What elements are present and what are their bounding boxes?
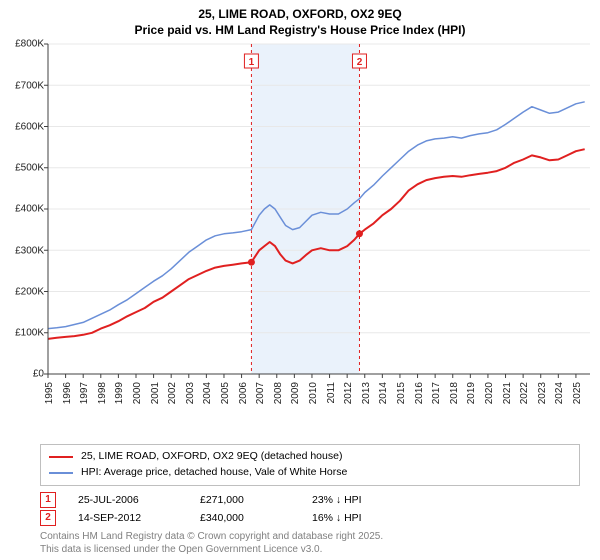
x-axis-tick-label: 1998	[97, 382, 108, 404]
sale-diff: 16% ↓ HPI	[312, 512, 412, 524]
legend: 25, LIME ROAD, OXFORD, OX2 9EQ (detached…	[40, 444, 580, 486]
x-axis-tick-label: 2020	[484, 382, 495, 404]
y-axis-tick-label: £200K	[15, 286, 44, 297]
legend-swatch	[49, 456, 73, 458]
footer-line-1: Contains HM Land Registry data © Crown c…	[40, 530, 580, 543]
sale-row: 1 25-JUL-2006 £271,000 23% ↓ HPI	[40, 492, 580, 508]
y-axis-tick-label: £0	[33, 369, 44, 380]
x-axis-tick-label: 2005	[220, 382, 231, 404]
x-axis-tick-label: 2022	[519, 382, 530, 404]
x-axis-tick-label: 2012	[343, 382, 354, 404]
legend-item: HPI: Average price, detached house, Vale…	[49, 465, 571, 481]
x-axis-tick-label: 2009	[290, 382, 301, 404]
svg-text:2: 2	[357, 57, 363, 68]
chart-title: 25, LIME ROAD, OXFORD, OX2 9EQ Price pai…	[0, 0, 600, 38]
x-axis-tick-label: 2004	[202, 382, 213, 404]
svg-text:1: 1	[249, 57, 255, 68]
x-axis-tick-label: 2000	[132, 382, 143, 404]
x-axis-tick-label: 1997	[79, 382, 90, 404]
chart-area: 12 £0£100K£200K£300K£400K£500K£600K£700K…	[0, 38, 600, 438]
footer-attribution: Contains HM Land Registry data © Crown c…	[40, 530, 580, 556]
y-axis-tick-label: £400K	[15, 204, 44, 215]
x-axis-tick-label: 1999	[114, 382, 125, 404]
title-line-2: Price paid vs. HM Land Registry's House …	[0, 22, 600, 38]
sale-diff: 23% ↓ HPI	[312, 494, 412, 506]
x-axis-tick-label: 2007	[255, 382, 266, 404]
x-axis-tick-label: 2019	[466, 382, 477, 404]
x-axis-tick-label: 2014	[378, 382, 389, 404]
y-axis-tick-label: £800K	[15, 39, 44, 50]
x-axis-tick-label: 2006	[238, 382, 249, 404]
x-axis-tick-label: 2011	[326, 382, 337, 404]
title-line-1: 25, LIME ROAD, OXFORD, OX2 9EQ	[0, 6, 600, 22]
y-axis-tick-label: £100K	[15, 328, 44, 339]
sale-price: £340,000	[200, 512, 290, 524]
y-axis-tick-label: £300K	[15, 245, 44, 256]
x-axis-tick-label: 2025	[572, 382, 583, 404]
legend-swatch	[49, 472, 73, 474]
line-chart-svg: 12	[0, 38, 600, 438]
x-axis-tick-label: 2015	[396, 382, 407, 404]
sale-marker: 1	[40, 492, 56, 508]
x-axis-tick-label: 2024	[554, 382, 565, 404]
sale-row: 2 14-SEP-2012 £340,000 16% ↓ HPI	[40, 510, 580, 526]
sale-price: £271,000	[200, 494, 290, 506]
x-axis-tick-label: 2008	[273, 382, 284, 404]
x-axis-tick-label: 2016	[414, 382, 425, 404]
footer-line-2: This data is licensed under the Open Gov…	[40, 543, 580, 556]
x-axis-tick-label: 2018	[449, 382, 460, 404]
y-axis-tick-label: £600K	[15, 121, 44, 132]
y-axis-tick-label: £500K	[15, 163, 44, 174]
x-axis-tick-label: 1995	[44, 382, 55, 404]
x-axis-tick-label: 2010	[308, 382, 319, 404]
x-axis-tick-label: 2023	[537, 382, 548, 404]
sales-table: 1 25-JUL-2006 £271,000 23% ↓ HPI 2 14-SEP-201…	[40, 492, 580, 526]
x-axis-tick-label: 2001	[150, 382, 161, 404]
sale-date: 14-SEP-2012	[78, 512, 178, 524]
x-axis-tick-label: 2021	[502, 382, 513, 404]
x-axis-tick-label: 2013	[361, 382, 372, 404]
legend-item: 25, LIME ROAD, OXFORD, OX2 9EQ (detached…	[49, 449, 571, 465]
x-axis-tick-label: 2003	[185, 382, 196, 404]
sale-marker: 2	[40, 510, 56, 526]
x-axis-tick-label: 2002	[167, 382, 178, 404]
legend-label: 25, LIME ROAD, OXFORD, OX2 9EQ (detached…	[81, 449, 342, 465]
x-axis-tick-label: 1996	[62, 382, 73, 404]
x-axis-tick-label: 2017	[431, 382, 442, 404]
y-axis-tick-label: £700K	[15, 80, 44, 91]
sale-date: 25-JUL-2006	[78, 494, 178, 506]
legend-label: HPI: Average price, detached house, Vale…	[81, 465, 347, 481]
